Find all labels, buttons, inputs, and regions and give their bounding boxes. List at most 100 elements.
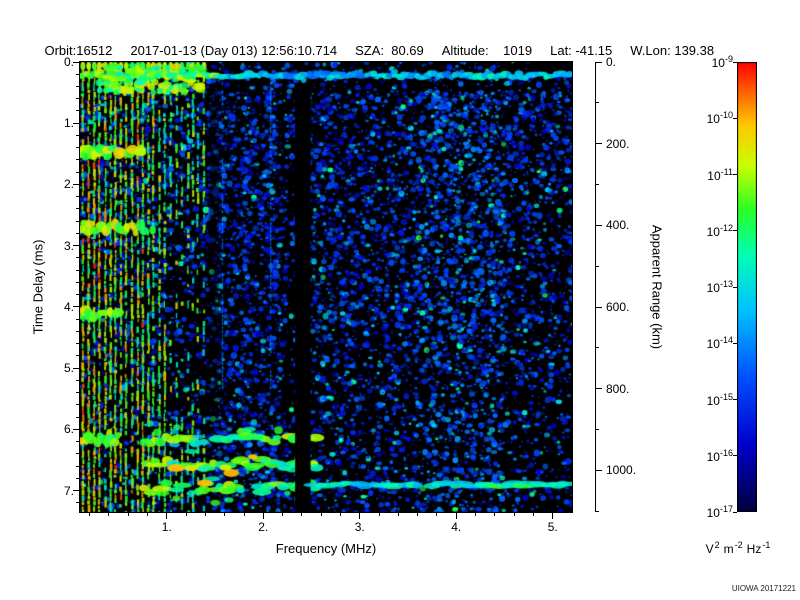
- y2-minor-tick: [595, 429, 599, 430]
- x-tick: [166, 512, 168, 519]
- y2-tick: [595, 61, 602, 63]
- y-tick-label: 5.: [63, 361, 74, 376]
- header-field-altitude: Altitude: 1019: [441, 43, 533, 58]
- y2-tick-label: 800.: [606, 381, 630, 396]
- y-minor-tick: [76, 171, 80, 173]
- y-minor-tick: [76, 477, 80, 479]
- y2-minor-tick: [595, 347, 599, 349]
- unit-hz-exp: -1: [762, 540, 771, 550]
- y-minor-tick: [76, 85, 80, 87]
- y-tick-label: 1.: [63, 116, 74, 131]
- x-minor-tick: [282, 512, 284, 516]
- x-tick-label: 3.: [354, 520, 365, 534]
- y-tick: [73, 245, 80, 247]
- y-tick: [73, 428, 80, 430]
- header-field-sza: SZA: 80.69: [355, 43, 424, 58]
- unit-v: V: [705, 542, 714, 556]
- y2-tick-label: 600.: [606, 300, 630, 314]
- x-minor-tick: [532, 512, 534, 516]
- x-minor-tick: [301, 512, 303, 516]
- colorbar-tick: [733, 455, 737, 457]
- colorbar-tick: [733, 342, 737, 344]
- x-minor-tick: [436, 512, 438, 516]
- y2-tick: [595, 306, 602, 308]
- x-tick-label: 2.: [258, 520, 269, 534]
- y2-tick-label: 400.: [606, 218, 630, 233]
- y2-tick: [595, 224, 602, 226]
- unit-hz: Hz: [746, 542, 762, 556]
- y-minor-tick: [76, 98, 80, 100]
- x-tick-label: 5.: [547, 520, 558, 534]
- y-minor-tick: [76, 208, 80, 210]
- x-minor-tick: [320, 512, 322, 516]
- y-minor-tick: [76, 379, 80, 381]
- y-minor-tick: [76, 159, 80, 161]
- colorbar-tick: [733, 399, 737, 400]
- y-minor-tick: [76, 416, 80, 418]
- y-tick-label: 7.: [63, 483, 74, 498]
- x-tick: [552, 512, 554, 519]
- x-minor-tick: [224, 512, 226, 516]
- colorbar-tick-label: 10-11: [707, 166, 733, 183]
- y-tick: [73, 490, 80, 492]
- colorbar-tick-label: 10-9: [711, 54, 733, 70]
- header-field-wlon: W.Lon: 139.38: [630, 43, 715, 58]
- x-minor-tick: [494, 512, 496, 516]
- y-tick: [73, 61, 80, 63]
- y2-tick: [595, 388, 602, 390]
- x-minor-tick: [127, 512, 129, 516]
- colorbar-units: V2 m-2 Hz-1: [688, 540, 792, 556]
- y-minor-tick: [76, 110, 80, 112]
- y-minor-tick: [76, 134, 80, 136]
- watermark: UIOWA 20171221: [731, 584, 796, 593]
- y-minor-tick: [76, 343, 80, 345]
- header-field-datetime: 2017-01-13 (Day 013) 12:56:10.714: [130, 43, 338, 58]
- x-minor-tick: [108, 512, 110, 516]
- y-minor-tick: [76, 465, 80, 467]
- header-field-lat: Lat: -41.15: [550, 43, 613, 58]
- y-minor-tick: [76, 404, 80, 406]
- x-minor-tick: [89, 512, 91, 516]
- x-minor-tick: [185, 512, 187, 516]
- y-tick-label: 0.: [63, 55, 74, 69]
- y-tick-label: 6.: [63, 422, 74, 437]
- y-tick: [73, 122, 80, 124]
- y-minor-tick: [76, 294, 80, 296]
- x-tick-label: 4.: [451, 520, 462, 534]
- x-minor-tick: [475, 512, 477, 516]
- unit-m-exp: -2: [734, 540, 743, 550]
- y-minor-tick: [76, 269, 80, 271]
- y2-tick-label: 1000.: [606, 463, 637, 478]
- unit-m: m: [723, 542, 734, 556]
- y2-tick-label: 200.: [606, 136, 630, 151]
- y-minor-tick: [76, 147, 80, 149]
- colorbar-tick: [733, 117, 737, 119]
- y2-tick-label: 0.: [606, 55, 617, 69]
- x-tick: [359, 512, 361, 519]
- x-minor-tick: [147, 512, 149, 516]
- x-minor-tick: [243, 512, 245, 516]
- header-info: Orbit:16512 2017-01-13 (Day 013) 12:56:10…: [30, 28, 732, 73]
- y-minor-tick: [76, 355, 80, 357]
- colorbar-tick: [733, 511, 737, 513]
- y-tick-label: 3.: [63, 238, 74, 253]
- colorbar-tick-label: 10-17: [706, 504, 733, 520]
- x-minor-tick: [339, 512, 341, 516]
- y-minor-tick: [76, 73, 80, 75]
- y-tick: [73, 183, 80, 185]
- y2-minor-tick: [595, 102, 599, 104]
- colorbar: [737, 62, 757, 512]
- y-tick-label: 4.: [63, 299, 74, 314]
- colorbar-tick: [733, 230, 737, 232]
- colorbar-tick-label: 10-10: [706, 110, 733, 127]
- spectrogram-canvas: [80, 62, 572, 512]
- x-minor-tick: [204, 512, 206, 516]
- colorbar-tick-label: 10-15: [706, 391, 733, 408]
- y-minor-tick: [76, 502, 80, 504]
- x-tick: [262, 512, 264, 519]
- y-minor-tick: [76, 220, 80, 222]
- colorbar-tick-label: 10-14: [706, 335, 733, 352]
- colorbar-tick-label: 10-16: [706, 447, 733, 464]
- y-tick: [73, 306, 80, 308]
- colorbar-tick: [733, 61, 737, 63]
